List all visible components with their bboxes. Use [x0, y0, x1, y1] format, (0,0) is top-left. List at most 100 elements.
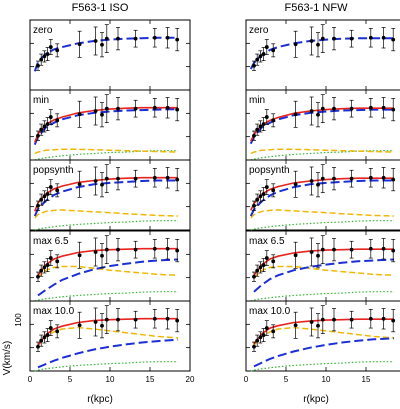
panel-frame: [29, 19, 191, 91]
data-point: [368, 246, 373, 251]
stars-curve: [34, 148, 179, 155]
data-point: [116, 317, 120, 322]
data-point: [42, 335, 47, 340]
data-point: [320, 106, 325, 111]
data-point: [252, 133, 256, 138]
data-point: [165, 105, 170, 110]
panel-label: popsynth: [249, 165, 290, 176]
data-point: [48, 256, 53, 260]
data-point: [93, 320, 98, 324]
data-point: [368, 175, 373, 180]
data-point: [261, 52, 266, 56]
y-tick-label: 100: [14, 313, 23, 327]
data-point: [309, 179, 314, 183]
data-point: [293, 323, 298, 328]
data-point: [332, 247, 336, 252]
data-point: [133, 106, 138, 111]
data-point: [152, 105, 157, 110]
data-point: [391, 318, 396, 323]
panel-iso-1: min: [29, 89, 191, 161]
panel-iso-2: popsynth: [29, 159, 191, 231]
data-point: [45, 333, 50, 337]
data-point: [48, 185, 53, 189]
panel-label: max 6.5: [33, 236, 69, 247]
data-point: [320, 176, 325, 181]
panel-nfw-2: popsynth: [245, 159, 400, 231]
panel-nfw-1: min: [245, 89, 400, 161]
data-point: [332, 36, 336, 41]
data-point: [293, 182, 298, 187]
data-point: [116, 247, 120, 252]
data-point: [36, 203, 40, 208]
data-point: [258, 54, 263, 59]
halo-curve: [33, 36, 178, 72]
data-point: [381, 35, 386, 40]
data-point: [39, 338, 44, 343]
data-point: [39, 57, 44, 62]
data-point: [255, 268, 260, 273]
data-point: [48, 115, 53, 119]
data-point: [93, 179, 98, 183]
data-point: [258, 335, 263, 340]
data-point: [264, 326, 269, 330]
data-point: [116, 106, 120, 111]
x-tick-label: 0: [244, 375, 249, 384]
data-point: [309, 250, 314, 254]
data-point: [391, 177, 396, 182]
data-point: [264, 256, 269, 260]
data-point: [271, 259, 276, 264]
panel-label: max 10.0: [249, 306, 291, 317]
data-point: [77, 182, 82, 187]
total-curve: [37, 247, 178, 276]
data-point: [152, 316, 157, 321]
gas-curve: [34, 291, 178, 302]
gas-curve: [34, 220, 178, 231]
data-point: [36, 133, 40, 138]
stars-curve: [37, 265, 179, 279]
data-point: [175, 318, 180, 323]
panel-label: min: [33, 95, 49, 106]
data-point: [381, 316, 386, 321]
column-title-iso: F563-1 ISO: [72, 2, 129, 14]
data-point: [349, 36, 354, 41]
panel-label: min: [249, 95, 265, 106]
data-point: [55, 259, 60, 264]
data-point: [255, 338, 260, 343]
data-point: [258, 194, 263, 199]
stars-curve: [34, 209, 179, 219]
data-point: [332, 317, 336, 322]
x-axis-label: r(kpc): [87, 394, 113, 405]
data-point: [271, 118, 276, 123]
data-point: [45, 52, 50, 56]
data-point: [100, 253, 104, 258]
data-point: [293, 253, 298, 258]
data-point: [45, 263, 50, 267]
data-point: [152, 175, 157, 180]
stars-curve: [250, 209, 395, 219]
data-point: [381, 105, 386, 110]
data-point: [258, 124, 263, 129]
data-point: [45, 122, 50, 126]
data-point: [316, 112, 320, 117]
stars-curve: [253, 265, 395, 279]
data-point: [252, 63, 256, 68]
data-point: [258, 265, 263, 270]
data-point: [252, 274, 256, 279]
data-point: [264, 115, 269, 119]
y-axis-label: V(km/s): [2, 341, 13, 375]
data-point: [42, 54, 47, 59]
data-point: [39, 197, 44, 202]
gas-curve: [34, 361, 178, 372]
stars-curve: [253, 326, 395, 346]
data-point: [381, 246, 386, 251]
panel-iso-4: max 10.0 0 5 10 15 20: [28, 300, 195, 384]
data-point: [93, 250, 98, 254]
data-point: [252, 344, 256, 349]
halo-curve: [37, 338, 179, 369]
data-point: [271, 329, 276, 334]
data-point: [293, 112, 298, 117]
x-tick-label: 5: [68, 375, 73, 384]
data-point: [104, 106, 109, 111]
total-curve: [37, 317, 178, 346]
